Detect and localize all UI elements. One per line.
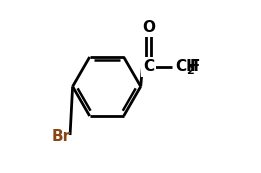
Text: 2: 2 xyxy=(186,66,194,76)
Text: O: O xyxy=(143,20,156,35)
Text: C: C xyxy=(143,59,154,74)
Text: CH: CH xyxy=(176,59,199,74)
Text: Br: Br xyxy=(51,129,70,144)
Text: F: F xyxy=(189,59,200,74)
